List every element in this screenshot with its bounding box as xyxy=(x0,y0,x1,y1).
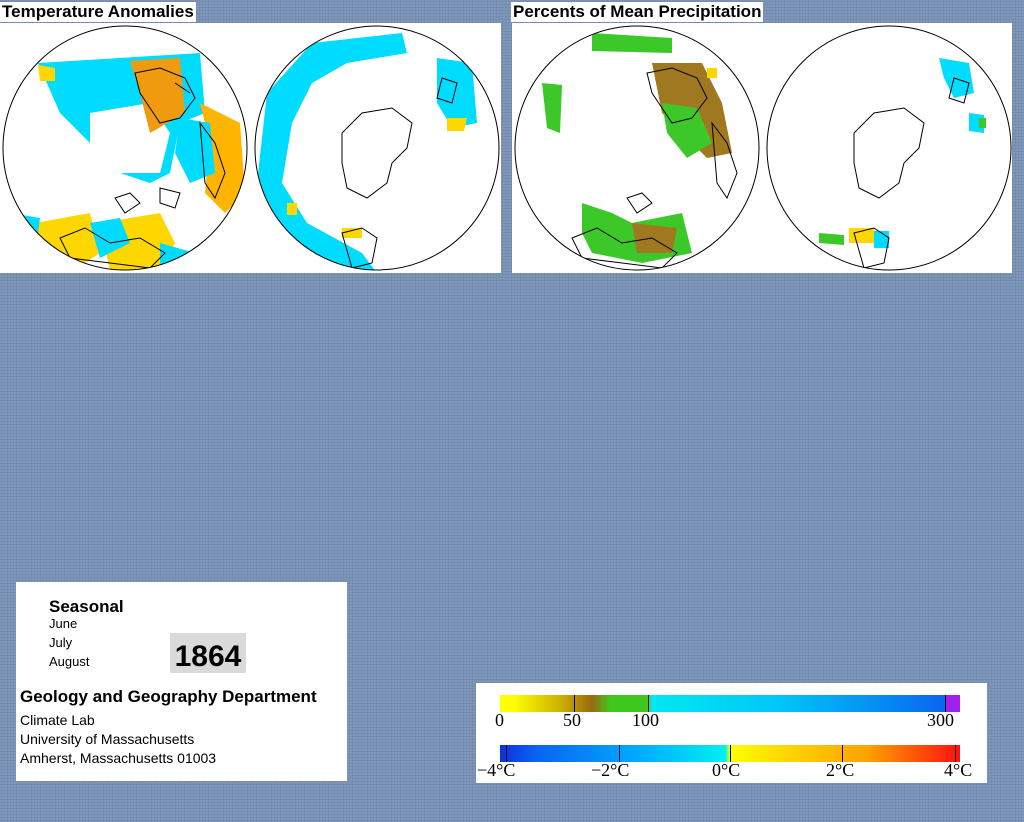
temperature-tick-2 xyxy=(842,745,843,762)
precipitation-tick-50 xyxy=(574,695,575,712)
temperature-panel-title: Temperature Anomalies xyxy=(0,2,196,22)
precipitation-label-100: 100 xyxy=(632,710,659,730)
lab-name: Climate Lab xyxy=(20,712,95,728)
temperature-label-2: 2°C xyxy=(826,760,855,780)
precipitation-label-50: 50 xyxy=(563,710,581,730)
temperature-tick-0 xyxy=(730,745,731,762)
precipitation-tick-300 xyxy=(945,695,946,712)
temperature-southern-hemisphere-globe xyxy=(252,23,501,273)
precipitation-panel xyxy=(512,23,1012,273)
temperature-tick-4 xyxy=(955,745,956,762)
department-name: Geology and Geography Department xyxy=(20,687,317,706)
precipitation-label-0: 0 xyxy=(495,710,504,730)
temperature-label-0: 0°C xyxy=(712,760,741,780)
temperature-tick-neg4 xyxy=(506,745,507,762)
month-august: August xyxy=(49,654,90,669)
temperature-panel xyxy=(0,23,501,273)
year-display: 1864 xyxy=(170,633,246,673)
temperature-label-neg2: −2°C xyxy=(591,760,630,780)
precipitation-southern-hemisphere-globe xyxy=(764,23,1012,273)
legend-box: 0 50 100 300 −4°C −2°C 0°C 2°C 4°C xyxy=(476,683,987,783)
temperature-label-4: 4°C xyxy=(944,760,973,780)
address-line: Amherst, Massachusetts 01003 xyxy=(20,750,217,766)
temperature-northern-hemisphere-globe xyxy=(0,23,250,273)
month-june: June xyxy=(49,616,78,631)
precipitation-tick-100 xyxy=(648,695,649,712)
info-box: Seasonal June July August 1864 Geology a… xyxy=(16,582,347,781)
month-july: July xyxy=(49,635,73,650)
precipitation-color-bar xyxy=(500,695,960,712)
season-title: Seasonal xyxy=(49,597,124,616)
temperature-label-neg4: −4°C xyxy=(477,760,516,780)
precipitation-label-300: 300 xyxy=(927,710,954,730)
precipitation-northern-hemisphere-globe xyxy=(512,23,762,273)
precipitation-panel-title: Percents of Mean Precipitation xyxy=(511,2,764,22)
university-name: University of Massachusetts xyxy=(20,731,195,747)
temperature-tick-neg2 xyxy=(619,745,620,762)
